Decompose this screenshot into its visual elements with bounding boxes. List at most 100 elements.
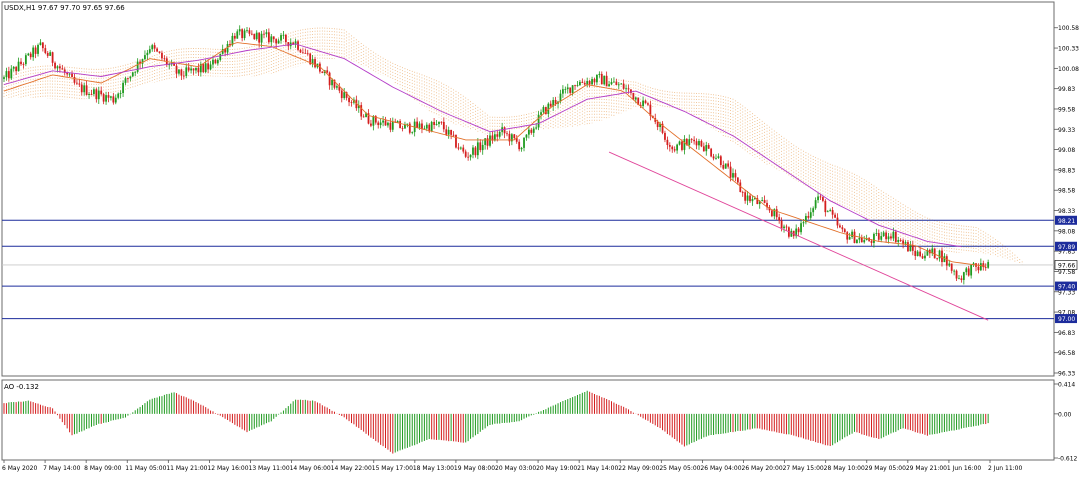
ao-tick-label: -0.612 bbox=[1058, 456, 1078, 463]
candle bbox=[605, 71, 608, 87]
candle-body bbox=[856, 239, 858, 243]
price-tick-label: 97.83 bbox=[1058, 249, 1075, 256]
candle bbox=[110, 95, 112, 101]
candle-body bbox=[44, 48, 47, 53]
candle bbox=[860, 234, 863, 243]
candle bbox=[666, 136, 669, 150]
candle bbox=[32, 45, 35, 61]
candle-body bbox=[753, 198, 756, 200]
candle-body bbox=[656, 121, 659, 128]
candle-body bbox=[336, 86, 338, 88]
time-tick-label: 20 May 19:00 bbox=[536, 465, 577, 472]
candle-body bbox=[892, 231, 895, 239]
candle-body bbox=[440, 121, 443, 123]
candle-body bbox=[187, 67, 190, 71]
candle bbox=[707, 143, 710, 149]
candle bbox=[479, 139, 482, 153]
candle bbox=[85, 80, 88, 96]
candle bbox=[377, 120, 380, 129]
candle bbox=[297, 39, 299, 52]
candle-body bbox=[117, 93, 120, 98]
candle-body bbox=[739, 182, 742, 192]
candle-body bbox=[678, 141, 681, 145]
candle-body bbox=[885, 232, 887, 240]
candle bbox=[863, 235, 866, 244]
candle bbox=[428, 123, 431, 133]
candle bbox=[280, 32, 282, 44]
candle-body bbox=[904, 242, 907, 244]
candle-body bbox=[161, 52, 163, 59]
candle-body bbox=[314, 59, 316, 68]
candle-body bbox=[253, 33, 256, 40]
candle bbox=[127, 77, 129, 83]
candle-body bbox=[425, 124, 428, 129]
candle bbox=[520, 146, 523, 152]
candle bbox=[722, 160, 725, 170]
candle bbox=[49, 50, 52, 57]
candle-body bbox=[83, 85, 86, 93]
candle bbox=[467, 152, 470, 161]
candle bbox=[112, 93, 115, 105]
candle bbox=[360, 102, 363, 120]
candle-body bbox=[880, 236, 883, 240]
candle bbox=[202, 63, 205, 74]
candle bbox=[464, 149, 467, 159]
candle bbox=[331, 78, 333, 90]
candle-body bbox=[243, 30, 246, 39]
candle-body bbox=[56, 66, 59, 69]
candle-body bbox=[246, 30, 248, 32]
candle-body bbox=[809, 212, 812, 218]
candle bbox=[175, 63, 178, 79]
candle-body bbox=[406, 123, 409, 125]
candle-body bbox=[17, 61, 20, 72]
candle-body bbox=[608, 84, 610, 87]
candle-body bbox=[941, 250, 943, 263]
candle bbox=[102, 92, 105, 105]
candle-body bbox=[664, 132, 666, 140]
candle-body bbox=[46, 52, 49, 56]
candle bbox=[270, 33, 273, 47]
candle bbox=[15, 65, 18, 75]
candle-body bbox=[569, 87, 572, 93]
candle bbox=[537, 111, 540, 131]
candle-body bbox=[979, 263, 982, 271]
candle-body bbox=[736, 177, 739, 183]
candle bbox=[698, 138, 700, 150]
candle-body bbox=[540, 112, 542, 115]
candle-body bbox=[438, 121, 440, 125]
candle bbox=[71, 70, 73, 78]
candle-body bbox=[943, 256, 946, 263]
candle bbox=[37, 43, 39, 57]
candle bbox=[508, 130, 511, 146]
candle-body bbox=[875, 233, 878, 234]
candle-body bbox=[498, 131, 501, 137]
candle bbox=[238, 25, 241, 36]
time-tick-label: 2 Jun 11:00 bbox=[988, 465, 1022, 472]
candle bbox=[321, 71, 324, 74]
candle bbox=[671, 145, 674, 153]
candle bbox=[639, 102, 642, 109]
candle bbox=[90, 89, 93, 96]
candle bbox=[233, 33, 236, 42]
candle bbox=[357, 100, 360, 113]
candle bbox=[68, 72, 71, 77]
candle-body bbox=[829, 210, 832, 212]
candle-body bbox=[321, 71, 324, 73]
level-marker-label: 97.89 bbox=[1058, 244, 1075, 251]
candle-body bbox=[870, 240, 873, 243]
candle bbox=[384, 116, 387, 126]
candle-body bbox=[523, 137, 525, 148]
candle-body bbox=[331, 79, 333, 86]
candle bbox=[187, 63, 190, 72]
candle bbox=[542, 105, 545, 114]
candle-body bbox=[229, 44, 231, 46]
candle-body bbox=[294, 41, 297, 45]
candle bbox=[950, 263, 953, 274]
candle-body bbox=[367, 113, 370, 124]
candle bbox=[328, 71, 331, 90]
candle-body bbox=[707, 145, 710, 149]
candle bbox=[630, 89, 632, 96]
candle bbox=[819, 194, 822, 200]
